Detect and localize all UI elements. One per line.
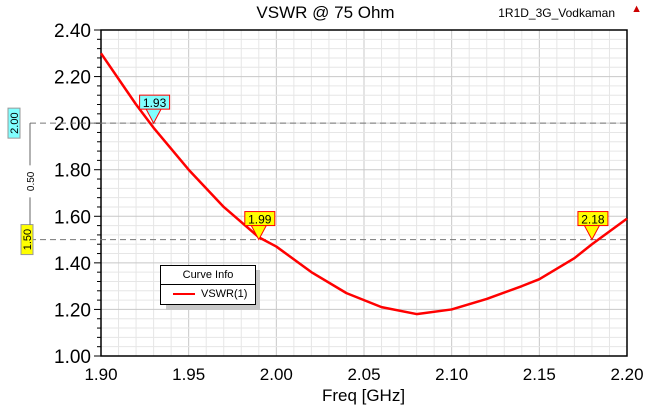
reference-line-label: 1.50 — [22, 229, 34, 250]
x-tick-label: 2.15 — [523, 365, 556, 384]
y-tick-label: 1.20 — [54, 300, 91, 321]
y-tick-label: 1.00 — [54, 347, 91, 368]
delta-bg — [24, 165, 36, 198]
x-axis-label: Freq [GHz] — [321, 386, 406, 405]
x-tick-label: 1.95 — [172, 365, 205, 384]
y-tick-label: 1.40 — [54, 254, 91, 275]
y-tick-label: 1.60 — [54, 207, 91, 228]
chart-title: VSWR @ 75 Ohm — [256, 3, 395, 22]
plot-frame — [100, 29, 628, 357]
y-tick-label: 2.20 — [54, 68, 91, 89]
vswr-curve — [99, 52, 628, 316]
marker-box — [244, 211, 276, 227]
legend-entry-label: VSWR(1) — [201, 288, 248, 300]
y-tick-label: 2.40 — [54, 21, 91, 42]
x-tick-label: 1.90 — [84, 365, 117, 384]
legend[interactable]: Curve Info VSWR(1) — [160, 265, 256, 305]
legend-entry[interactable]: VSWR(1) — [161, 285, 255, 304]
legend-title: Curve Info — [161, 266, 255, 285]
y-tick-label: 1.80 — [54, 161, 91, 182]
delta-label: 0.50 — [26, 171, 37, 191]
x-tick-label: 2.00 — [260, 365, 293, 384]
project-name: 1R1D_3G_Vodkaman — [498, 6, 615, 20]
marker-label: 2.18 — [581, 213, 605, 227]
reference-line-tag — [7, 107, 21, 139]
marker-box — [577, 211, 609, 227]
x-tick-label: 2.10 — [435, 365, 468, 384]
x-tick-label: 2.20 — [610, 365, 643, 384]
marker-pointer — [583, 224, 601, 241]
reference-line-tag — [20, 224, 34, 256]
marker-label: 1.99 — [248, 213, 272, 227]
marker-label: 1.93 — [143, 96, 167, 110]
x-tick-label: 2.05 — [347, 365, 380, 384]
reference-line-label: 2.00 — [9, 112, 21, 133]
legend-swatch — [173, 293, 195, 296]
y-tick-label: 2.00 — [54, 114, 91, 135]
marker-box — [139, 94, 171, 110]
ansys-logo-icon: ▲ — [631, 3, 642, 15]
